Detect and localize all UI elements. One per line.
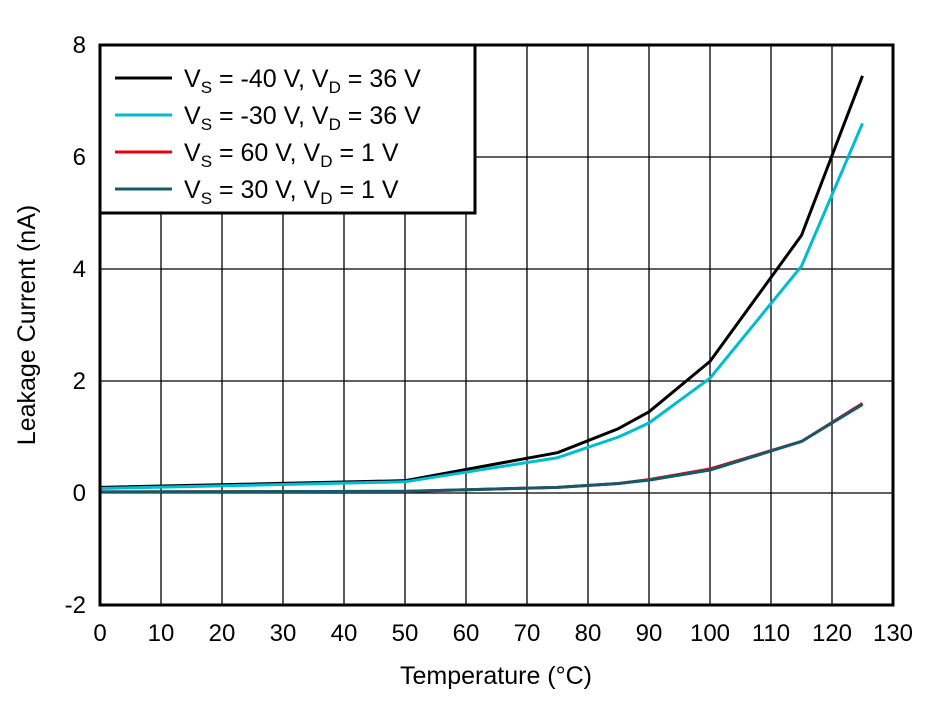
y-tick-label: 4 xyxy=(73,256,86,283)
x-tick-label: 110 xyxy=(752,620,790,647)
legend-subscript: S xyxy=(201,189,212,208)
legend-subscript: D xyxy=(320,152,332,171)
x-tick-label: 30 xyxy=(270,620,297,647)
x-tick-label: 40 xyxy=(331,620,358,647)
legend-text: = 1 V xyxy=(333,176,399,204)
legend-entry: VS = -40 V, VD = 36 V xyxy=(184,65,421,97)
legend-text: V xyxy=(184,139,201,167)
legend-text: V xyxy=(184,176,201,204)
legend-subscript: D xyxy=(329,78,341,97)
legend-subscript: S xyxy=(201,152,212,171)
x-tick-label: 100 xyxy=(690,620,730,647)
y-tick-label: 0 xyxy=(73,480,86,507)
legend-entry: VS = -30 V, VD = 36 V xyxy=(184,102,421,134)
x-tick-label: 90 xyxy=(636,620,663,647)
series-line xyxy=(99,75,864,489)
plot-frame xyxy=(98,43,895,607)
legend-text: = 1 V xyxy=(333,139,399,167)
legend: VS = -40 V, VD = 36 VVS = -30 V, VD = 36… xyxy=(98,43,477,215)
legend-subscript: D xyxy=(320,189,332,208)
legend-text: = 36 V xyxy=(341,65,421,93)
x-axis-label: Temperature (°C) xyxy=(400,662,592,690)
x-tick-label: 70 xyxy=(514,620,541,647)
series-line xyxy=(99,403,864,494)
legend-text: V xyxy=(184,102,201,130)
x-tick-label: 50 xyxy=(392,620,419,647)
legend-text: = 60 V, V xyxy=(212,139,321,167)
x-tick-label: 120 xyxy=(812,620,852,647)
legend-subscript: D xyxy=(329,115,341,134)
x-tick-label: 10 xyxy=(148,620,175,647)
y-tick-label: -2 xyxy=(65,592,86,619)
legend-text: = 30 V, V xyxy=(212,176,321,204)
x-tick-label: 80 xyxy=(575,620,602,647)
legend-text: = 36 V xyxy=(341,102,421,130)
y-tick-label: 6 xyxy=(73,144,86,171)
y-tick-label: 8 xyxy=(73,32,86,59)
x-tick-label: 20 xyxy=(209,620,236,647)
legend-text: = -30 V, V xyxy=(212,102,329,130)
legend-text: V xyxy=(184,65,201,93)
x-tick-label: 60 xyxy=(453,620,480,647)
legend-entry: VS = 60 V, VD = 1 V xyxy=(184,139,399,171)
y-tick-label: 2 xyxy=(73,368,86,395)
legend-text: = -40 V, V xyxy=(212,65,329,93)
legend-subscript: S xyxy=(201,115,212,134)
legend-entry: VS = 30 V, VD = 1 V xyxy=(184,176,399,208)
x-tick-label: 130 xyxy=(873,620,913,647)
series-line xyxy=(99,122,864,491)
y-axis-label: Leakage Current (nA) xyxy=(13,205,41,445)
series-line xyxy=(99,402,864,494)
x-tick-label: 0 xyxy=(93,620,106,647)
legend-subscript: S xyxy=(201,78,212,97)
